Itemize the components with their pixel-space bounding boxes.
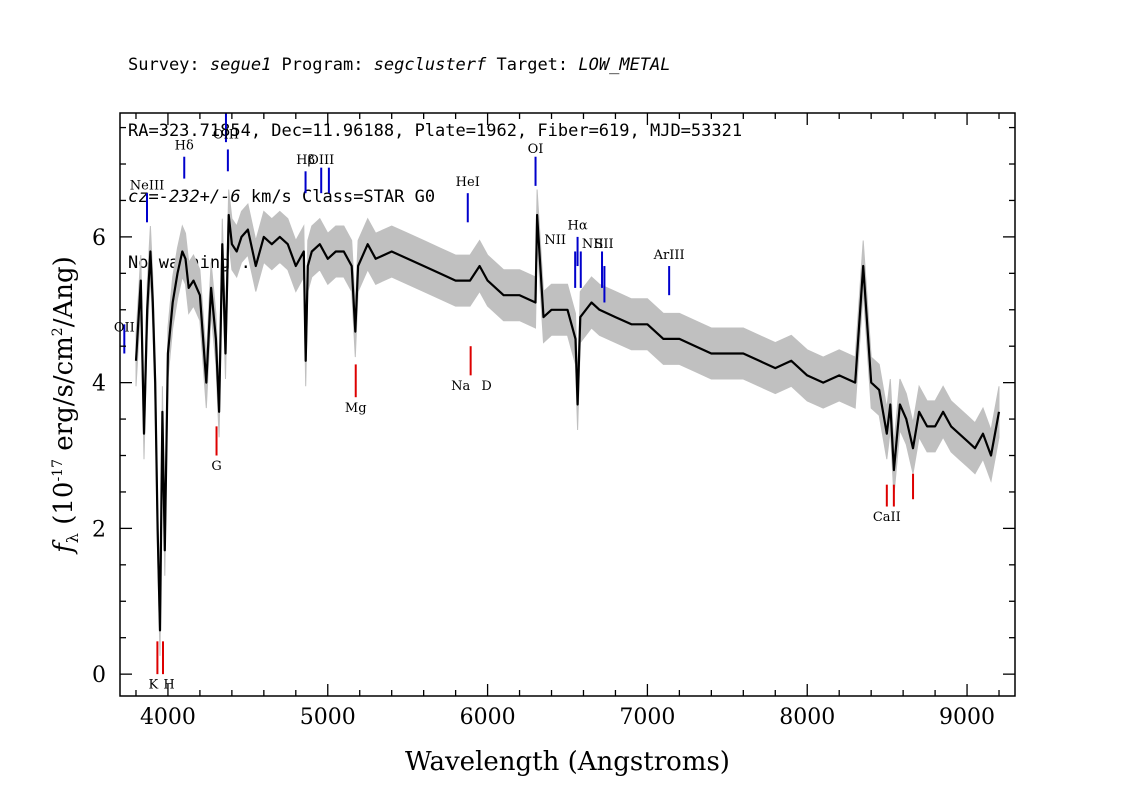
line-label-NeIII-1: NeIII bbox=[130, 179, 164, 194]
line-label-ArIII-15: ArIII bbox=[653, 248, 685, 263]
target-label: Target: bbox=[486, 55, 579, 75]
x-tick-label-9000: 9000 bbox=[939, 705, 995, 730]
y-tick-label-2: 2 bbox=[92, 517, 106, 542]
line-label-NII-12: NII bbox=[582, 237, 604, 252]
line-label-H-17: H bbox=[163, 678, 174, 693]
x-tick-label-6000: 6000 bbox=[460, 705, 516, 730]
line-label-G-18: G bbox=[211, 459, 221, 474]
y-tick-label-6: 6 bbox=[92, 226, 106, 251]
line-label-OIII-6: OIII bbox=[308, 153, 334, 168]
line-label-OIII-3: OIII bbox=[213, 128, 239, 143]
flux-series-line bbox=[134, 213, 1001, 632]
cz-label: cz= bbox=[128, 187, 159, 207]
line-label-Hδ-2: Hδ bbox=[175, 138, 194, 153]
program-label: Program: bbox=[271, 55, 374, 75]
y-title-post: /Ang) bbox=[49, 256, 79, 327]
y-tick-label-0: 0 bbox=[92, 663, 106, 688]
line-label-OI-9: OI bbox=[528, 142, 544, 157]
y-title-mid: erg/s/cm bbox=[49, 336, 79, 459]
line-label-Mg-19: Mg bbox=[345, 401, 367, 416]
plot-frame bbox=[119, 112, 1016, 697]
y-title-lambda: λ bbox=[63, 533, 82, 543]
survey-value: segue1 bbox=[209, 55, 272, 75]
line-label-HeI-8: HeI bbox=[456, 175, 480, 190]
flux-layer bbox=[134, 213, 1001, 632]
spectral-lines-layer: OIINeIIIHδOIIIHβOIIIHeIOINIIHαNIISIIArII… bbox=[114, 113, 915, 693]
x-tick-label-7000: 7000 bbox=[619, 705, 675, 730]
y-axis-title: fλ (10-17 erg/s/cm2/Ang) bbox=[49, 256, 82, 555]
y-title-pre: (10 bbox=[49, 482, 79, 534]
line-label-Na-20: Na bbox=[451, 379, 470, 394]
y-tick-label-4: 4 bbox=[92, 372, 106, 397]
class-text: km/s Class=STAR G0 bbox=[240, 187, 436, 207]
survey-label: Survey: bbox=[128, 55, 210, 75]
target-value: LOW_METAL bbox=[578, 55, 671, 75]
line-label-Hβ-5: Hβ bbox=[296, 153, 315, 168]
line-label-SII-13: SII bbox=[594, 237, 613, 252]
line-label-K-16: K bbox=[149, 678, 159, 693]
y-title-exp: -17 bbox=[50, 459, 66, 482]
x-tick-label-4000: 4000 bbox=[140, 705, 196, 730]
error-band-layer bbox=[135, 189, 1000, 656]
header-line-redshift: cz=-232+/-6 km/s Class=STAR G0 bbox=[128, 186, 742, 208]
line-label-NII-10: NII bbox=[544, 233, 566, 248]
line-label-Hα-11: Hα bbox=[568, 219, 588, 234]
header-line-coordinates: RA=323.71854, Dec=11.96188, Plate=1962, … bbox=[128, 121, 743, 141]
header-line-survey: Survey: segue1 Program: segclusterf Targ… bbox=[128, 54, 742, 76]
ticks-layer: 4000 5000 6000 7000 8000 9000 0 2 4 6 bbox=[92, 113, 1015, 730]
x-tick-label-8000: 8000 bbox=[779, 705, 835, 730]
flux-error-band bbox=[135, 189, 1000, 656]
spectrum-header: Survey: segue1 Program: segclusterf Targ… bbox=[128, 10, 742, 296]
x-tick-label-5000: 5000 bbox=[300, 705, 356, 730]
x-axis-title: Wavelength (Angstroms) bbox=[405, 747, 730, 777]
line-label-CaII-22: CaII bbox=[873, 510, 901, 525]
program-value: segclusterf bbox=[373, 55, 487, 75]
cz-value: -232+/-6 bbox=[158, 187, 241, 207]
y-title-exp2: 2 bbox=[50, 327, 66, 336]
line-label-D-21: D bbox=[481, 379, 491, 394]
line-label-OII-0: OII bbox=[114, 321, 135, 336]
